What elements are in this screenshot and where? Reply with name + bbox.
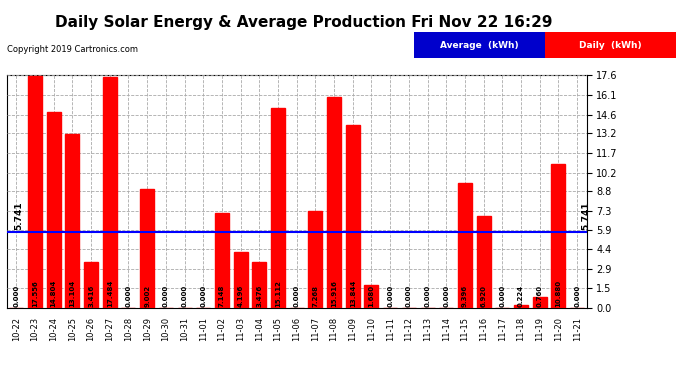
- Text: 0.000: 0.000: [13, 285, 19, 307]
- Bar: [364, 285, 379, 308]
- Text: 0.224: 0.224: [518, 285, 524, 307]
- Text: 9.396: 9.396: [462, 285, 468, 307]
- Text: Daily Solar Energy & Average Production Fri Nov 22 16:29: Daily Solar Energy & Average Production …: [55, 15, 553, 30]
- Text: 3.416: 3.416: [88, 285, 94, 307]
- Bar: [66, 134, 79, 308]
- Bar: [327, 97, 341, 308]
- Bar: [308, 211, 322, 308]
- Text: 3.476: 3.476: [256, 285, 262, 307]
- Bar: [346, 124, 359, 308]
- Text: 17.484: 17.484: [107, 279, 112, 307]
- Text: 7.268: 7.268: [313, 285, 318, 307]
- Text: 15.112: 15.112: [275, 280, 281, 307]
- Text: 0.000: 0.000: [200, 285, 206, 307]
- Text: 10.880: 10.880: [555, 280, 562, 307]
- Text: 0.000: 0.000: [443, 285, 449, 307]
- Text: 6.920: 6.920: [481, 285, 486, 307]
- Text: 5.741: 5.741: [581, 201, 590, 229]
- Text: 14.804: 14.804: [50, 279, 57, 307]
- Bar: [84, 262, 98, 308]
- Bar: [533, 297, 546, 307]
- Text: 5.741: 5.741: [14, 201, 23, 229]
- Text: 0.000: 0.000: [424, 285, 431, 307]
- Bar: [514, 304, 528, 307]
- Bar: [458, 183, 472, 308]
- Text: Daily  (kWh): Daily (kWh): [580, 40, 642, 50]
- Text: 15.916: 15.916: [331, 280, 337, 307]
- Text: 0.000: 0.000: [387, 285, 393, 307]
- Text: 0.000: 0.000: [574, 285, 580, 307]
- Text: 9.002: 9.002: [144, 285, 150, 307]
- Bar: [47, 112, 61, 308]
- Text: 7.148: 7.148: [219, 285, 225, 307]
- Bar: [271, 108, 285, 308]
- Text: 0.000: 0.000: [163, 285, 169, 307]
- Text: 4.196: 4.196: [237, 285, 244, 307]
- Bar: [28, 76, 42, 307]
- Bar: [234, 252, 248, 308]
- Bar: [477, 216, 491, 308]
- Text: 13.104: 13.104: [69, 280, 75, 307]
- Bar: [551, 164, 566, 308]
- Bar: [215, 213, 229, 308]
- Text: 1.680: 1.680: [368, 285, 375, 307]
- Bar: [103, 76, 117, 308]
- Text: 13.844: 13.844: [350, 279, 356, 307]
- Text: 17.556: 17.556: [32, 280, 38, 307]
- Text: 0.000: 0.000: [126, 285, 131, 307]
- Text: 0.000: 0.000: [500, 285, 505, 307]
- Text: 0.760: 0.760: [537, 285, 543, 307]
- Bar: [140, 189, 154, 308]
- Text: Copyright 2019 Cartronics.com: Copyright 2019 Cartronics.com: [7, 45, 138, 54]
- Text: 0.000: 0.000: [294, 285, 299, 307]
- Text: 0.000: 0.000: [406, 285, 412, 307]
- Text: Average  (kWh): Average (kWh): [440, 40, 519, 50]
- Text: 0.000: 0.000: [181, 285, 188, 307]
- Bar: [253, 262, 266, 308]
